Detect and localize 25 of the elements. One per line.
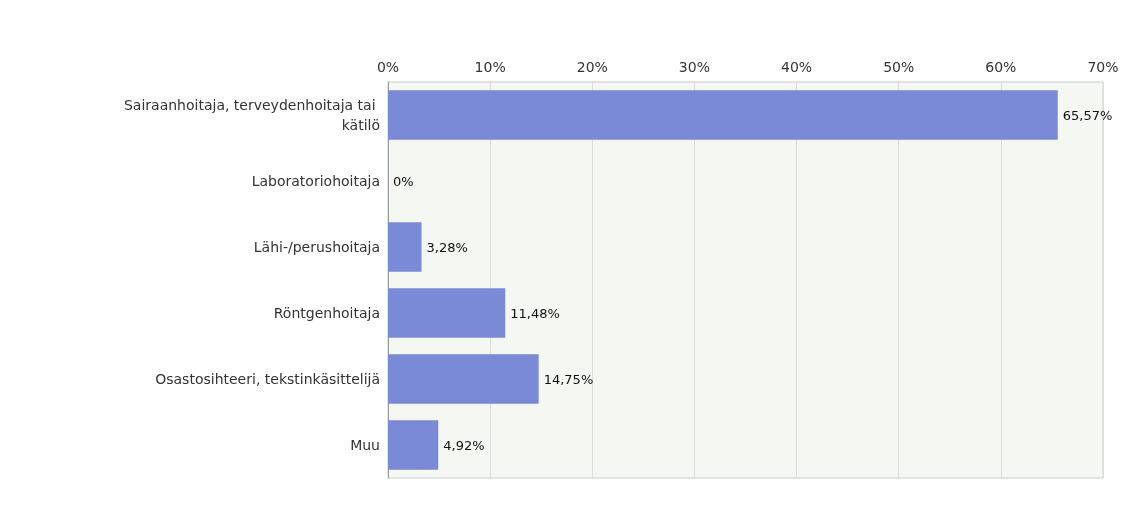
data-label: 65,57% xyxy=(1062,107,1113,123)
y-tick-label: Röntgenhoitaja xyxy=(273,305,380,321)
bar xyxy=(388,420,439,470)
data-label: 3,28% xyxy=(426,239,468,255)
y-tick-label: Lähi-/perushoitaja xyxy=(253,239,380,255)
y-tick-label: Muu xyxy=(350,437,380,453)
data-label: 0% xyxy=(393,173,414,189)
bar xyxy=(388,222,422,272)
data-label: 4,92% xyxy=(443,437,485,453)
bar xyxy=(388,288,506,338)
y-tick-label: Osastosihteeri, tekstinkäsittelijä xyxy=(155,371,380,387)
bar xyxy=(388,90,1058,140)
x-tick-label: 10% xyxy=(474,59,506,75)
x-tick-label: 30% xyxy=(678,59,710,75)
y-tick-label: Laboratoriohoitaja xyxy=(251,173,380,189)
bar xyxy=(388,354,539,404)
x-tick-label: 50% xyxy=(883,59,915,75)
x-tick-label: 70% xyxy=(1087,59,1119,75)
data-label: 14,75% xyxy=(543,371,594,387)
x-tick-label: 0% xyxy=(376,59,400,75)
data-label: 11,48% xyxy=(510,305,560,321)
x-tick-label: 20% xyxy=(576,59,608,75)
y-tick-label: Sairaanhoitaja, terveydenhoitaja tai kätilö xyxy=(123,97,380,133)
x-tick-label: 60% xyxy=(985,59,1017,75)
x-tick-label: 40% xyxy=(781,59,813,75)
